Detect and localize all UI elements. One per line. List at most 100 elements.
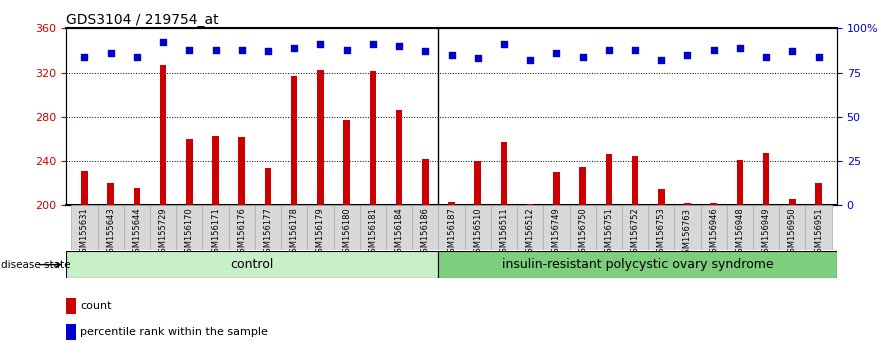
Bar <box>107 183 114 205</box>
Point <box>209 47 223 52</box>
Text: GSM156179: GSM156179 <box>316 207 325 258</box>
Bar <box>317 70 323 205</box>
Bar <box>412 205 439 250</box>
Text: count: count <box>80 301 112 311</box>
Text: control: control <box>231 258 274 271</box>
Bar <box>632 155 639 205</box>
Bar <box>307 205 334 250</box>
Point <box>575 54 589 59</box>
Bar <box>71 205 98 250</box>
Bar <box>753 205 780 250</box>
Bar <box>517 205 544 250</box>
Text: GSM156948: GSM156948 <box>736 207 744 258</box>
Point <box>418 48 433 54</box>
Bar <box>159 65 167 205</box>
Bar <box>334 205 359 250</box>
Bar <box>596 205 622 250</box>
Bar <box>569 205 596 250</box>
Text: GSM156178: GSM156178 <box>290 207 299 258</box>
Point <box>680 52 694 58</box>
Text: GSM155643: GSM155643 <box>106 207 115 258</box>
Text: GSM156750: GSM156750 <box>578 207 587 258</box>
Point <box>523 57 537 63</box>
Text: GSM156950: GSM156950 <box>788 207 797 258</box>
Point <box>392 43 406 49</box>
Point <box>366 41 380 47</box>
Bar <box>780 205 805 250</box>
Text: GSM156186: GSM156186 <box>421 207 430 258</box>
Bar <box>674 205 700 250</box>
Text: GSM156763: GSM156763 <box>683 207 692 258</box>
Bar <box>553 172 559 205</box>
Bar <box>527 204 534 205</box>
Point <box>811 54 825 59</box>
Text: GSM156949: GSM156949 <box>762 207 771 258</box>
Bar <box>544 205 569 250</box>
Point <box>261 48 275 54</box>
Text: GSM156176: GSM156176 <box>237 207 247 258</box>
Point <box>444 52 458 58</box>
Bar <box>386 205 412 250</box>
Bar <box>98 205 123 250</box>
Bar <box>134 188 140 205</box>
Text: insulin-resistant polycystic ovary syndrome: insulin-resistant polycystic ovary syndr… <box>502 258 774 271</box>
Bar <box>176 205 203 250</box>
Bar <box>359 205 386 250</box>
Text: GSM156177: GSM156177 <box>263 207 272 258</box>
Bar <box>700 205 727 250</box>
Bar <box>66 324 76 340</box>
Point <box>470 56 485 61</box>
Bar <box>805 205 832 250</box>
Bar <box>186 139 193 205</box>
Bar <box>763 153 769 205</box>
Point <box>602 47 616 52</box>
Text: GSM156180: GSM156180 <box>342 207 352 258</box>
Bar <box>815 183 822 205</box>
Text: GSM156184: GSM156184 <box>395 207 403 258</box>
Bar <box>422 159 428 205</box>
Point <box>759 54 774 59</box>
Text: percentile rank within the sample: percentile rank within the sample <box>80 327 268 337</box>
Point <box>287 45 301 51</box>
Text: GSM156181: GSM156181 <box>368 207 377 258</box>
Bar <box>344 120 350 205</box>
Text: GSM156510: GSM156510 <box>473 207 482 258</box>
Bar <box>281 205 307 250</box>
Text: GSM156751: GSM156751 <box>604 207 613 258</box>
Bar <box>66 251 438 278</box>
Bar <box>66 298 76 314</box>
Text: GSM156171: GSM156171 <box>211 207 220 258</box>
Text: GDS3104 / 219754_at: GDS3104 / 219754_at <box>66 13 218 27</box>
Bar <box>491 205 517 250</box>
Bar <box>203 205 229 250</box>
Bar <box>710 203 717 205</box>
Bar <box>500 142 507 205</box>
Bar <box>438 251 837 278</box>
Bar <box>396 110 403 205</box>
Bar <box>464 205 491 250</box>
Bar <box>475 161 481 205</box>
Point <box>234 47 248 52</box>
Point <box>497 41 511 47</box>
Text: disease state: disease state <box>2 259 70 270</box>
Text: GSM156512: GSM156512 <box>526 207 535 258</box>
Bar <box>648 205 674 250</box>
Point <box>130 54 144 59</box>
Text: GSM156946: GSM156946 <box>709 207 718 258</box>
Text: GSM155631: GSM155631 <box>80 207 89 258</box>
Bar <box>123 205 150 250</box>
Point <box>104 50 118 56</box>
Text: GSM156752: GSM156752 <box>631 207 640 258</box>
Point <box>550 50 564 56</box>
Bar <box>369 72 376 205</box>
Bar <box>605 154 612 205</box>
Bar <box>255 205 281 250</box>
Bar <box>229 205 255 250</box>
Bar <box>81 171 88 205</box>
Point <box>182 47 196 52</box>
Point <box>655 57 669 63</box>
Bar <box>580 167 586 205</box>
Point <box>156 40 170 45</box>
Text: GSM156749: GSM156749 <box>552 207 561 258</box>
Text: GSM155729: GSM155729 <box>159 207 167 258</box>
